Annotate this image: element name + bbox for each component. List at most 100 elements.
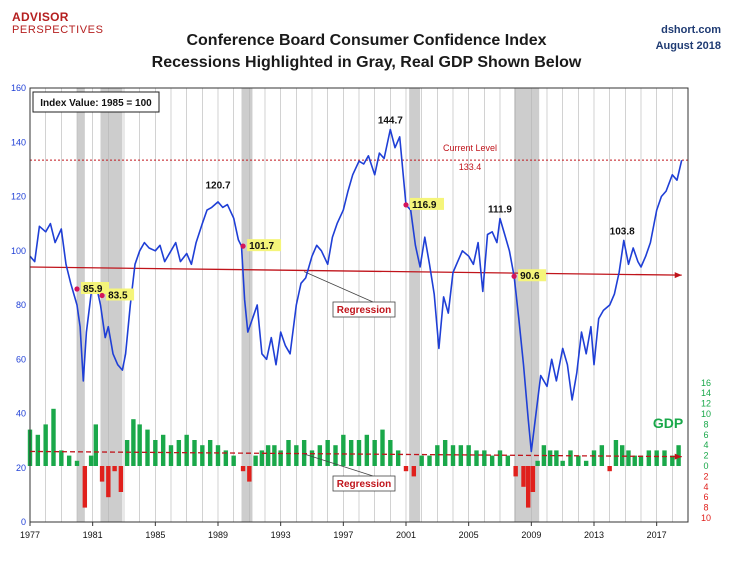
x-tick-label: 2005 [459, 530, 479, 540]
gdp-tick-label: 10 [701, 409, 711, 419]
gdp-bar [325, 440, 330, 466]
current-level-line: Current Level 133.4 [30, 143, 688, 172]
annotation-label: 101.7 [249, 241, 274, 252]
legend-box [32, 91, 160, 113]
gdp-bar [435, 445, 440, 466]
chart-title: Conference Board Consumer Confidence Ind… [186, 32, 547, 49]
x-tick-label: 1985 [145, 530, 165, 540]
brand-logo: ADVISOR PERSPECTIVES [12, 10, 104, 36]
gdp-bar [505, 455, 511, 466]
gdp-bar [583, 460, 589, 466]
y-tick-label: 120 [11, 192, 26, 202]
gdp-tick-label: 4 [703, 482, 708, 492]
gdp-bar [388, 440, 393, 466]
gdp-bar [654, 450, 659, 466]
recession-band [100, 88, 123, 522]
gdp-bar [348, 440, 354, 466]
annotations: 85.9 83.5 120.7 101.7 144.7 116.9 111.9 90.6 103… [74, 116, 635, 302]
annotation-marker [240, 243, 246, 249]
gdp-bar [638, 455, 644, 466]
gdp-bar [223, 450, 229, 466]
gdp-bar [607, 466, 612, 472]
date-label: August 2018 [655, 40, 721, 52]
gdp-bar [112, 466, 117, 472]
gdp-bar [474, 450, 479, 466]
gdp-tick-label: 0 [703, 461, 708, 471]
brand-name: ADVISOR [12, 10, 69, 24]
annotation-label: 144.7 [378, 116, 403, 127]
y-tick-label: 40 [16, 409, 26, 419]
gdp-tick-label: 2 [703, 451, 708, 461]
gdp-bar [184, 434, 189, 466]
legend-label: Index Value: 1985 = 100 [40, 98, 152, 109]
x-tick-label: 2013 [584, 530, 604, 540]
gdp-bar [411, 466, 417, 477]
annotation-highlight [410, 197, 444, 210]
x-tick-label: 1997 [333, 530, 353, 540]
gdp-label: GDP [653, 415, 683, 431]
gdp-bar [106, 466, 111, 498]
gdp-bar [99, 466, 105, 482]
gdp-bar [145, 429, 150, 466]
gdp-bar [576, 455, 581, 466]
y-tick-label: 60 [16, 354, 26, 364]
gdp-regression-box [332, 475, 396, 492]
annotation-label: 111.9 [488, 204, 512, 215]
gdp-bar [93, 424, 98, 466]
gdp-tick-label: 14 [701, 388, 711, 398]
gdp-bar [259, 450, 265, 466]
gdp-bar [613, 440, 619, 466]
gdp-bar [137, 424, 142, 466]
gdp-bar [482, 450, 487, 466]
annotation-label: 120.7 [205, 181, 230, 192]
gdp-bar [372, 440, 377, 466]
annotation-highlight [518, 269, 547, 282]
gdp-bar [272, 445, 277, 466]
index-regression-leader [304, 271, 374, 303]
gdp-bar [66, 455, 72, 466]
y-tick-label: 160 [11, 83, 26, 93]
annotation-marker [74, 286, 80, 292]
gdp-bar [380, 429, 385, 466]
gdp-bar [521, 466, 526, 487]
y-tick-label: 140 [11, 137, 26, 147]
gdp-bar [489, 455, 495, 466]
annotation-label: 90.6 [520, 271, 540, 282]
gdp-bar [560, 460, 565, 466]
gdp-bar [497, 450, 503, 466]
gdp-tick-label: 6 [703, 430, 708, 440]
annotation-label: 103.8 [610, 226, 635, 237]
annotation-marker [99, 292, 105, 299]
x-tick-label: 1977 [20, 530, 40, 540]
gdp-tick-label: 6 [703, 492, 708, 502]
gdp-bar [364, 434, 370, 466]
gdp-bar [74, 460, 80, 466]
index-regression-label: Regression [337, 305, 391, 316]
gdp-bar [341, 434, 346, 466]
gdp-regression-label: Regression [337, 479, 391, 490]
gdp-bar [35, 434, 41, 466]
brand-tagline: PERSPECTIVES [12, 24, 104, 36]
index-line [29, 128, 683, 453]
annotation-label: 85.9 [83, 284, 103, 295]
gdp-bar [160, 434, 166, 466]
index-regression-arrow [674, 272, 682, 279]
gdp-bar [231, 455, 236, 466]
recession-band [241, 88, 253, 522]
gdp-bar [278, 450, 283, 466]
gdp-bar [124, 440, 130, 466]
plot-frame [29, 87, 689, 523]
x-tick-label: 1981 [83, 530, 103, 540]
gdp-bar [403, 466, 409, 472]
gdp-tick-label: 16 [701, 378, 711, 388]
gdp-bar [131, 419, 136, 466]
gdp-bar [547, 450, 553, 466]
annotation-highlight [247, 239, 282, 252]
gdp-bar [51, 408, 56, 466]
annotation-marker [403, 202, 409, 208]
annotation-highlight [106, 288, 135, 301]
chart-subtitle: Recessions Highlighted in Gray, Real GDP… [151, 54, 582, 71]
current-level-title: Current Level [443, 143, 497, 153]
